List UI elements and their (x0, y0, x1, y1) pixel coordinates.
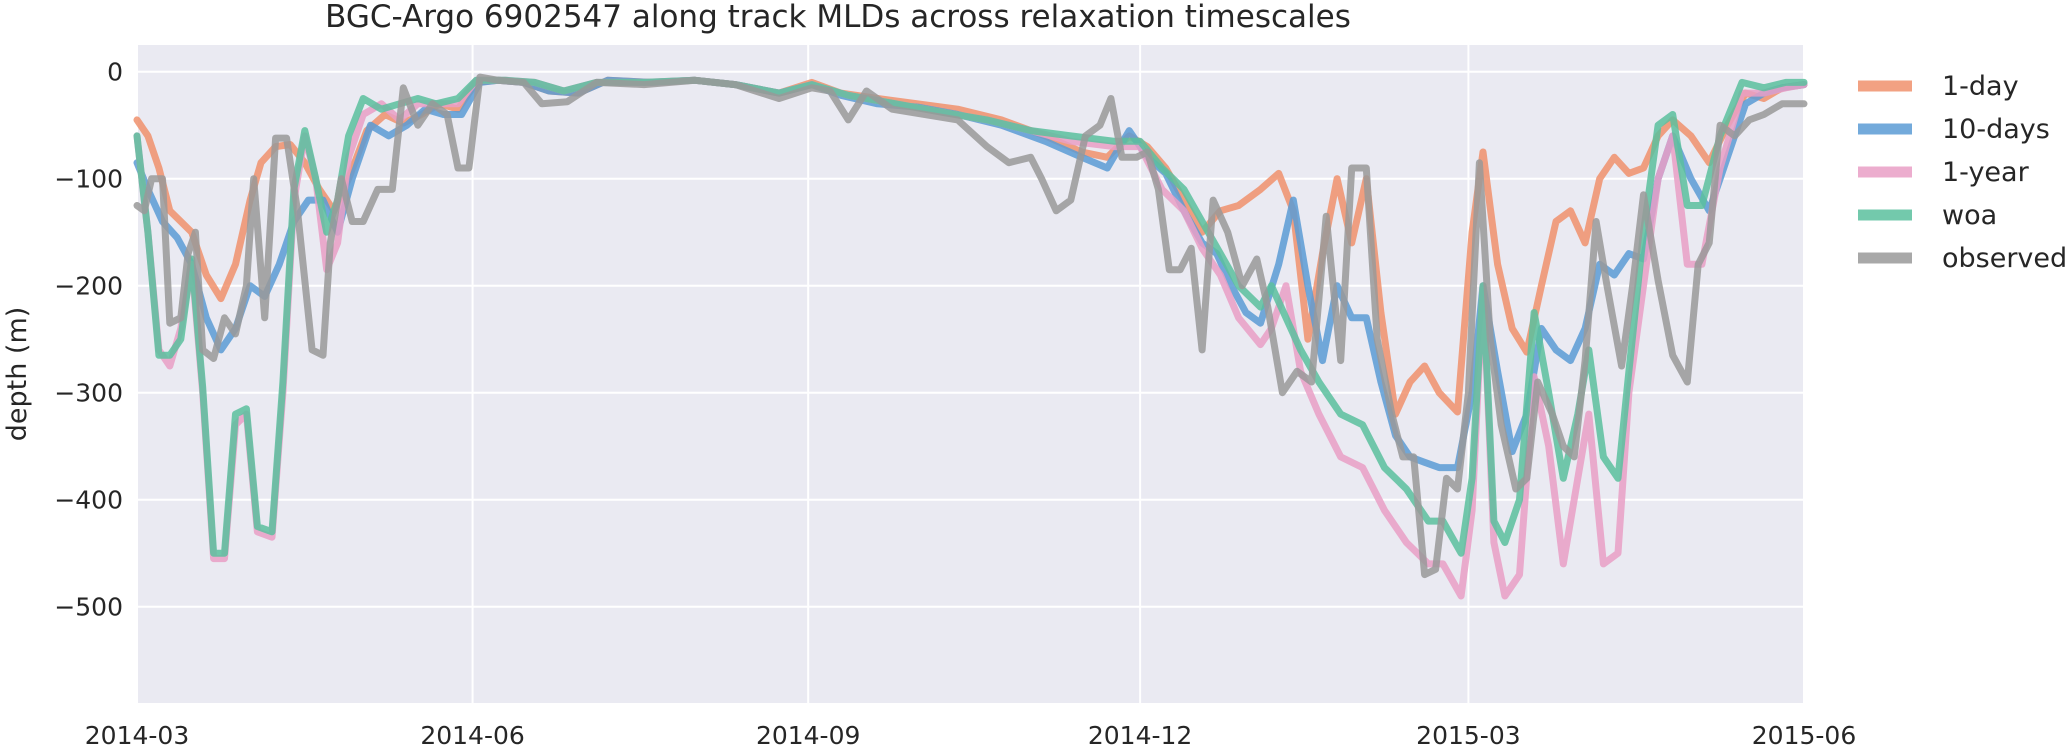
y-tick-label: −400 (54, 486, 123, 515)
chart-title: BGC-Argo 6902547 along track MLDs across… (325, 0, 1351, 35)
x-tick-label: 2014-09 (756, 721, 860, 748)
y-tick-labels: 0 −100 −200 −300 −400 −500 (54, 58, 123, 622)
x-tick-labels: 2014-03 2014-06 2014-09 2014-12 2015-03 2015-… (85, 721, 1856, 748)
legend: 1-day 10-days 1-year woa observed (1858, 71, 2067, 274)
y-tick-label: −500 (54, 593, 123, 622)
grid-lines (136, 45, 1805, 703)
series-lines (133, 73, 1808, 600)
x-tick-label: 2014-03 (85, 721, 189, 748)
y-tick-label: −300 (54, 379, 123, 408)
legend-label: 1-year (1942, 157, 2030, 188)
y-axis-label: depth (m) (2, 307, 33, 442)
y-tick-label: 0 (107, 58, 123, 87)
legend-label: woa (1942, 200, 1997, 231)
x-tick-label: 2014-12 (1088, 721, 1192, 748)
x-tick-label: 2015-03 (1416, 721, 1520, 748)
series-line-observed (133, 73, 1808, 579)
legend-label: observed (1942, 243, 2067, 274)
y-tick-label: −200 (54, 272, 123, 301)
legend-label: 10-days (1942, 114, 2050, 145)
y-tick-label: −100 (54, 165, 123, 194)
x-tick-label: 2014-06 (420, 721, 524, 748)
plot-area (137, 45, 1804, 703)
legend-label: 1-day (1942, 71, 2019, 102)
x-tick-label: 2015-06 (1752, 721, 1856, 748)
